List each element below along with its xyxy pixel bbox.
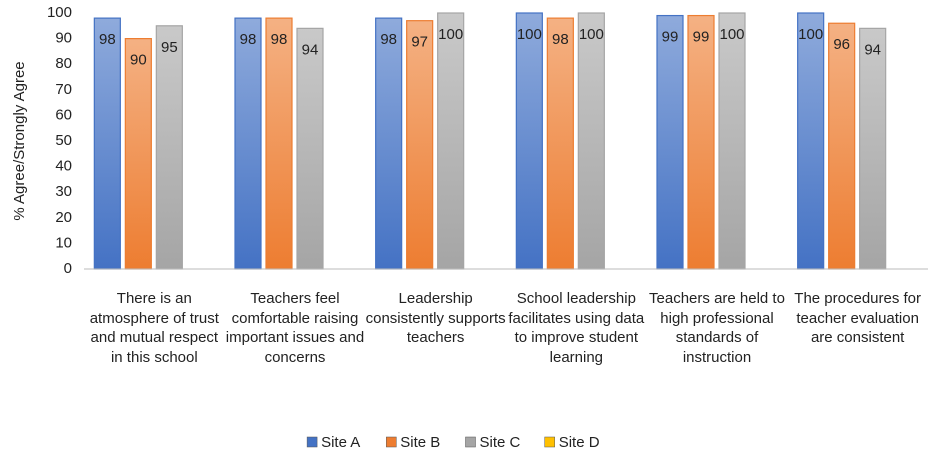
bar <box>296 27 324 270</box>
legend-swatch <box>386 436 397 448</box>
y-tick-label: 90 <box>55 30 72 47</box>
legend-label: Site B <box>400 434 440 451</box>
data-label: 98 <box>240 31 257 48</box>
bar <box>515 12 543 270</box>
data-label: 95 <box>161 39 178 56</box>
y-tick-label: 80 <box>55 55 72 72</box>
data-label: 94 <box>864 41 881 58</box>
data-label: 99 <box>662 29 679 46</box>
data-label: 99 <box>693 29 710 46</box>
bar <box>656 14 684 270</box>
bar <box>124 37 152 270</box>
bar <box>93 17 121 270</box>
x-tick-label: School leadership facilitates using data… <box>508 290 645 366</box>
x-tick-label: The procedures for teacher evaluation ar… <box>794 290 922 346</box>
data-label: 94 <box>302 41 319 58</box>
bar <box>234 17 262 270</box>
bar <box>155 25 183 270</box>
x-tick-label: Teachers are held to high professional s… <box>649 290 785 366</box>
bar <box>828 22 856 270</box>
data-label: 98 <box>99 31 116 48</box>
bar <box>546 17 574 270</box>
data-label: 100 <box>798 26 823 43</box>
y-tick-label: 50 <box>55 132 72 149</box>
bar <box>375 17 403 270</box>
data-label: 90 <box>130 52 147 69</box>
legend-swatch <box>465 436 476 448</box>
data-label: 97 <box>411 34 428 51</box>
legend-label: Site D <box>559 434 600 451</box>
data-label: 100 <box>579 26 604 43</box>
y-tick-label: 0 <box>64 260 72 277</box>
data-label: 100 <box>719 26 744 43</box>
x-tick-label: Teachers feel comfortable raising import… <box>225 290 365 366</box>
y-tick-label: 20 <box>55 209 72 226</box>
legend-swatch <box>306 436 318 448</box>
bar <box>687 14 715 270</box>
bar <box>859 27 887 270</box>
bar <box>437 12 465 270</box>
data-label: 98 <box>271 31 288 48</box>
data-label: 100 <box>438 26 463 43</box>
data-label: 96 <box>833 36 850 53</box>
x-tick-label: Leadership consistently supports teacher… <box>365 290 506 346</box>
legend-swatch <box>544 436 555 448</box>
y-tick-label: 60 <box>55 106 72 123</box>
y-tick-label: 100 <box>47 4 72 21</box>
data-label: 100 <box>517 26 542 43</box>
x-tick-label: There is an atmosphere of trust and mutu… <box>89 290 219 366</box>
y-tick-label: 10 <box>55 234 72 251</box>
bar <box>577 12 605 270</box>
bar <box>265 17 293 270</box>
legend-label: Site C <box>480 434 521 451</box>
bar <box>718 12 746 270</box>
y-tick-label: 70 <box>55 81 72 98</box>
y-tick-label: 30 <box>55 183 72 200</box>
data-label: 98 <box>380 31 397 48</box>
y-axis-label: % Agree/Strongly Agree <box>11 61 28 220</box>
bar <box>406 20 434 270</box>
bar <box>797 12 825 270</box>
legend-label: Site A <box>321 434 360 451</box>
data-label: 98 <box>552 31 569 48</box>
y-tick-label: 40 <box>55 158 72 175</box>
